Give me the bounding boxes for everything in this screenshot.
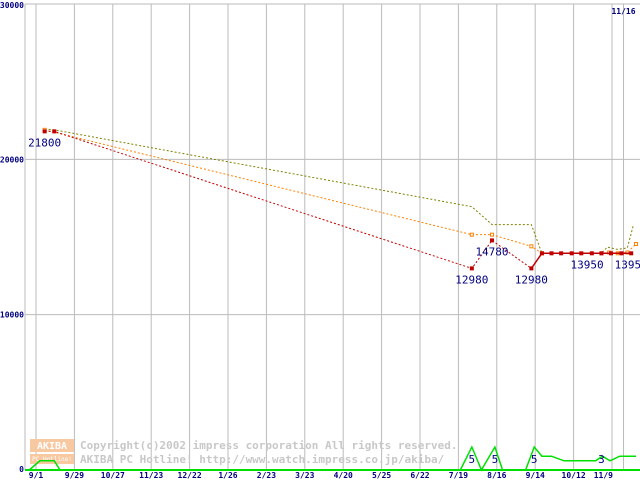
labels: 21800 12980 14780 12980 13950 13950 5 5 5 3 xyxy=(28,136,640,466)
series-line-red xyxy=(44,130,632,270)
y-tick-label: 30000 xyxy=(0,1,24,10)
x-tick-label: 2/23 xyxy=(257,471,276,480)
data-label: 13950 xyxy=(570,258,603,271)
copyright-text: Copyright(c)2002 impress corporation All… xyxy=(80,439,458,452)
logo-box xyxy=(30,439,74,452)
data-point-orange xyxy=(529,244,534,249)
data-point-orange xyxy=(490,232,494,237)
series-line-red-solid xyxy=(530,252,632,269)
x-tick-label: 12/22 xyxy=(178,471,202,480)
x-tick-label: 11/16 xyxy=(611,7,635,16)
site-url-text: AKIBA PC Hotline! http://www.watch.impre… xyxy=(80,453,445,466)
data-label: 13950 xyxy=(615,258,640,271)
count-label: 5 xyxy=(492,453,499,466)
x-tick-label: 11/23 xyxy=(139,471,163,480)
x-tick-label: 11/9 xyxy=(594,471,613,480)
x-tick-label: 9/1 xyxy=(29,471,44,480)
data-point-orange xyxy=(469,232,474,237)
x-tick-label: 3/23 xyxy=(295,471,314,480)
count-label: 5 xyxy=(469,453,476,466)
logo-text: AKIBA xyxy=(37,441,67,452)
data-point-red xyxy=(469,266,474,271)
x-tick-label: 6/22 xyxy=(410,471,429,480)
count-label: 3 xyxy=(598,453,605,466)
data-label: 12980 xyxy=(515,273,548,286)
data-point-orange xyxy=(634,241,638,246)
data-label: 21800 xyxy=(28,136,61,149)
watermark: AKIBA PC Hotline! Copyright(c)2002 impre… xyxy=(30,439,458,466)
data-point-red xyxy=(52,129,57,134)
data-point-red xyxy=(42,129,47,134)
count-line xyxy=(28,445,636,472)
y-tick-label: 10000 xyxy=(0,311,24,320)
logo-sub: PC Hotline! xyxy=(32,456,72,463)
data-label: 12980 xyxy=(455,273,488,286)
series xyxy=(25,127,640,472)
series-line-orange xyxy=(44,129,637,254)
x-tick-label: 9/14 xyxy=(526,471,545,480)
x-tick-label: 10/27 xyxy=(101,471,125,480)
data-label: 14780 xyxy=(475,245,508,258)
x-tick-label: 7/19 xyxy=(449,471,468,480)
x-tick-label: 4/20 xyxy=(334,471,353,480)
x-tick-label: 8/16 xyxy=(487,471,506,480)
x-tick-label: 5/25 xyxy=(372,471,391,480)
y-tick-label: 0 xyxy=(19,465,24,474)
data-point-red xyxy=(490,238,494,243)
x-tick-label: 10/12 xyxy=(562,471,586,480)
x-tick-label: 1/26 xyxy=(218,471,237,480)
series-line-olive xyxy=(44,128,634,254)
x-tick-label: 9/29 xyxy=(65,471,84,480)
y-tick-label: 20000 xyxy=(0,155,24,164)
count-label: 5 xyxy=(531,453,538,466)
logo-box-sub xyxy=(30,454,74,464)
